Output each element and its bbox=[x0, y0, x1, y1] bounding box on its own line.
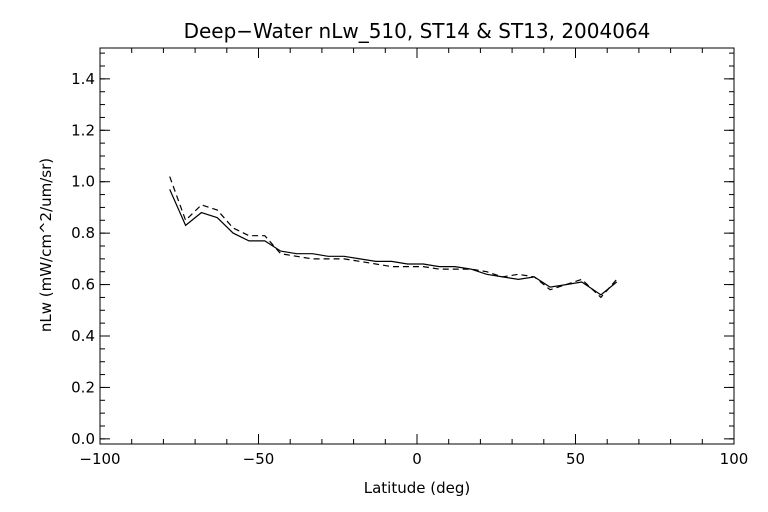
x-axis-label: Latitude (deg) bbox=[364, 479, 470, 497]
y-tick-label: 1.0 bbox=[71, 173, 95, 191]
y-axis-label: nLw (mW/cm^2/um/sr) bbox=[37, 158, 55, 332]
series-line-solid bbox=[169, 189, 618, 296]
y-tick-label: 0.2 bbox=[71, 378, 95, 396]
plot-frame bbox=[99, 47, 735, 445]
y-tick-label: 0.0 bbox=[71, 430, 95, 448]
x-tick-label: 100 bbox=[720, 450, 749, 468]
y-tick-label: 1.4 bbox=[71, 70, 95, 88]
series-lines bbox=[169, 176, 618, 299]
x-tick-label: −50 bbox=[243, 450, 275, 468]
y-tick-label: 0.8 bbox=[71, 224, 95, 242]
y-tick-label: 1.2 bbox=[71, 121, 95, 139]
series-line-dashed bbox=[169, 176, 618, 299]
y-tick-label: 0.4 bbox=[71, 327, 95, 345]
axis-tick-labels: −100 −50 0 50 100 0.0 0.2 0.4 0.6 0.8 1.0 1.2 1.4 bbox=[71, 70, 748, 468]
y-tick-label: 0.6 bbox=[71, 276, 95, 294]
x-tick-label: −100 bbox=[79, 450, 120, 468]
chart-title: Deep−Water nLw_510, ST14 & ST13, 2004064 bbox=[184, 19, 651, 43]
axis-ticks bbox=[99, 48, 735, 444]
x-tick-label: 50 bbox=[566, 450, 585, 468]
x-tick-label: 0 bbox=[412, 450, 422, 468]
